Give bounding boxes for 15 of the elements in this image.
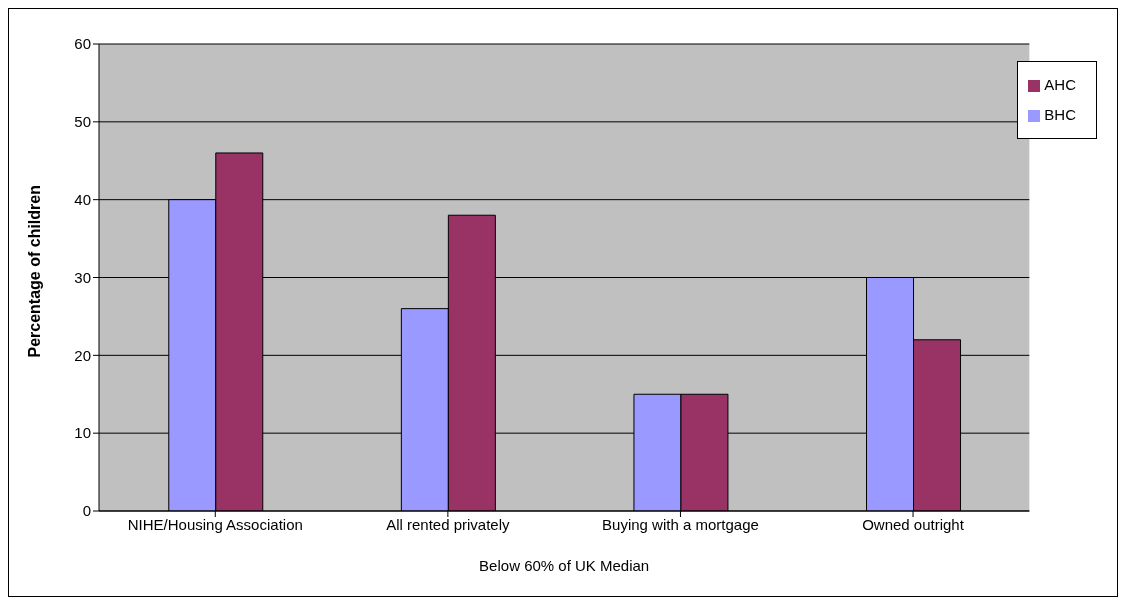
y-tick-label: 40 [74, 190, 91, 208]
y-axis-title: Percentage of children [25, 185, 43, 358]
y-tick-label: 20 [74, 346, 91, 364]
x-tick-label: NIHE/Housing Association [127, 515, 303, 533]
y-tick-label: 0 [82, 502, 91, 520]
x-tick-label: Owned outright [862, 515, 965, 533]
y-tick-label: 50 [74, 113, 91, 131]
x-tick-label: Buying with a mortgage [602, 515, 759, 533]
legend-label: AHC [1044, 76, 1076, 93]
y-tick-label: 10 [74, 424, 91, 442]
y-tick-label: 30 [74, 268, 91, 286]
x-axis-title: Below 60% of UK Median [479, 557, 650, 574]
x-tick-label: All rented privately [386, 515, 511, 533]
y-tick-label: 60 [74, 35, 91, 53]
legend-label: BHC [1044, 106, 1076, 123]
